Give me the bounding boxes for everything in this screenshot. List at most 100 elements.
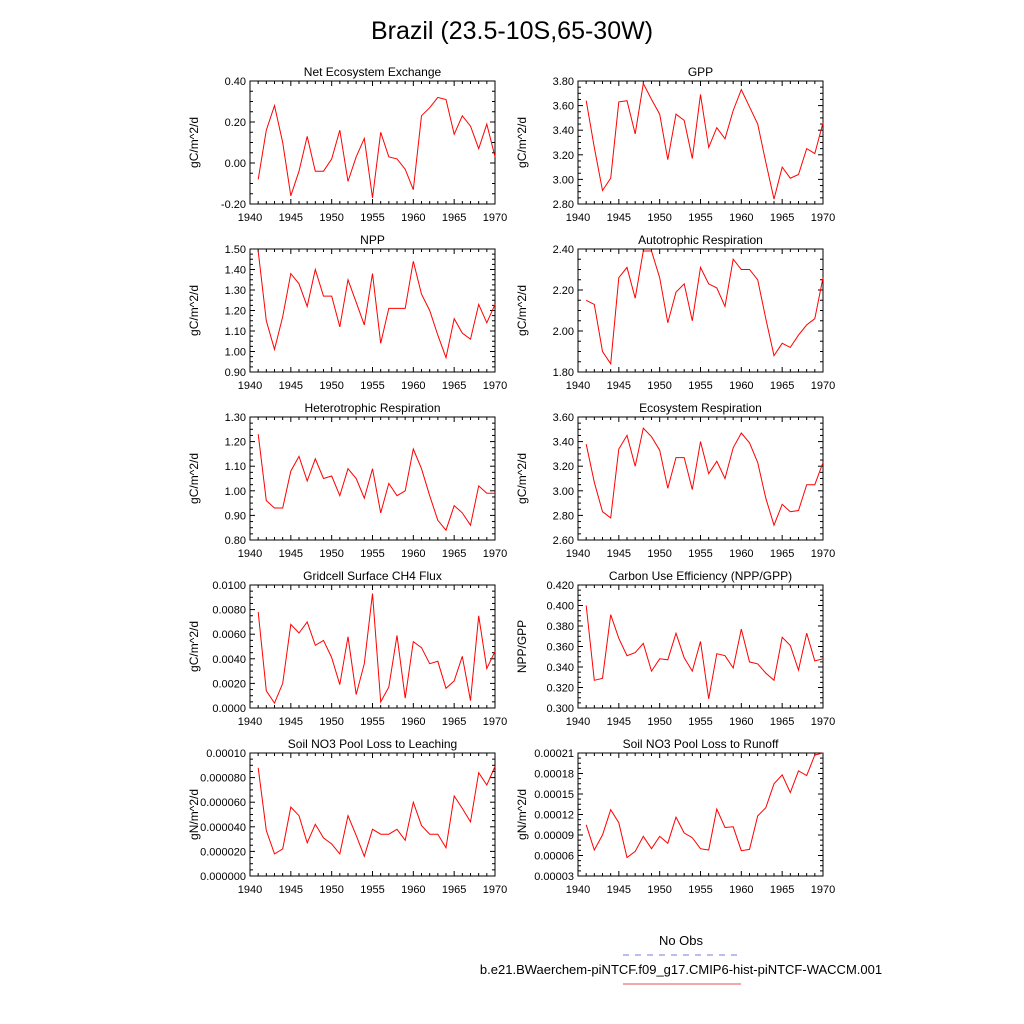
y-tick-label: 3.80 [553, 76, 574, 88]
legend: No Obs b.e21.BWaerchem-piNTCF.f09_g17.CM… [480, 933, 882, 985]
panel-title: GPP [688, 65, 713, 79]
panel-carbon-use-efficiency-npp-gpp: Carbon Use Efficiency (NPP/GPP) NPP/GPP 19… [515, 569, 835, 728]
x-tick-label: 1940 [238, 548, 262, 560]
x-tick-label: 1950 [319, 884, 343, 896]
x-tick-label: 1950 [319, 380, 343, 392]
y-tick-label: 0.0020 [212, 678, 246, 690]
x-tick-label: 1970 [811, 716, 835, 728]
x-tick-label: 1945 [279, 548, 303, 560]
plot-frame [577, 584, 824, 709]
y-tick-label: 0.20 [225, 117, 246, 129]
x-tick-label: 1940 [238, 884, 262, 896]
series-line [257, 96, 496, 198]
y-tick-label: 1.40 [225, 265, 246, 277]
x-tick-label: 1950 [647, 380, 671, 392]
y-tick-label: 0.40 [225, 76, 246, 88]
y-tick-label: 2.40 [553, 244, 574, 256]
y-tick-label: 0.00009 [534, 830, 574, 842]
y-tick-label: 0.340 [546, 662, 574, 674]
series-line [585, 752, 824, 859]
series-line [257, 434, 495, 532]
x-tick-label: 1955 [688, 716, 712, 728]
y-tick-label: 0.380 [546, 621, 574, 633]
x-tick-label: 1950 [319, 212, 343, 224]
panel-soil-no3-pool-loss-to-leaching: Soil NO3 Pool Loss to Leaching gN/m^2/d 19… [187, 737, 507, 896]
x-tick-label: 1970 [483, 380, 507, 392]
x-tick-label: 1960 [401, 212, 425, 224]
y-tick-label: 3.60 [553, 412, 574, 424]
series-line [257, 766, 496, 858]
plot-frame [249, 752, 496, 877]
y-axis-label: gN/m^2/d [187, 789, 201, 840]
panel-heterotrophic-respiration: Heterotrophic Respiration gC/m^2/d 1940 194… [187, 401, 507, 560]
x-tick-label: 1955 [360, 716, 384, 728]
y-tick-label: 0.0040 [212, 654, 246, 666]
y-axis-label: gC/m^2/d [515, 285, 529, 336]
y-tick-label: 0.90 [225, 510, 246, 522]
x-tick-label: 1945 [607, 212, 631, 224]
x-tick-label: 1950 [647, 716, 671, 728]
x-tick-label: 1970 [483, 548, 507, 560]
y-tick-label: 0.400 [546, 601, 574, 613]
y-tick-label: 3.60 [553, 101, 574, 113]
panel-gpp: GPP gC/m^2/d 1940 1945 1950 1955 1960 1965 1970 2… [515, 65, 835, 224]
x-tick-label: 1965 [770, 212, 794, 224]
panel-title: Gridcell Surface CH4 Flux [303, 569, 442, 583]
x-tick-label: 1955 [360, 884, 384, 896]
plot-frame [249, 584, 496, 709]
x-tick-label: 1950 [647, 548, 671, 560]
x-tick-label: 1940 [238, 380, 262, 392]
x-tick-label: 1940 [566, 716, 590, 728]
x-tick-label: 1940 [238, 212, 262, 224]
plot-frame [249, 80, 496, 205]
x-tick-label: 1965 [770, 716, 794, 728]
y-tick-label: 0.000000 [200, 871, 246, 883]
x-tick-label: 1945 [607, 548, 631, 560]
plot-frame [249, 416, 496, 541]
x-tick-label: 1970 [811, 548, 835, 560]
y-tick-label: -0.20 [221, 199, 246, 211]
plot-frame [577, 416, 824, 541]
plot-frame [577, 752, 824, 877]
x-tick-label: 1955 [688, 380, 712, 392]
panel-title: Net Ecosystem Exchange [304, 65, 442, 79]
x-tick-label: 1955 [688, 548, 712, 560]
y-tick-label: 1.50 [225, 244, 246, 256]
y-tick-label: 0.000060 [200, 797, 246, 809]
panel-autotrophic-respiration: Autotrophic Respiration gC/m^2/d 1940 1945 1… [515, 233, 835, 392]
y-tick-label: 1.20 [225, 306, 246, 318]
x-tick-label: 1970 [483, 212, 507, 224]
y-tick-label: 0.90 [225, 367, 246, 379]
y-tick-label: 1.00 [225, 486, 246, 498]
y-tick-label: 3.20 [553, 150, 574, 162]
x-tick-label: 1960 [729, 212, 753, 224]
x-tick-label: 1970 [811, 884, 835, 896]
y-tick-label: 0.0060 [212, 629, 246, 641]
x-tick-label: 1965 [442, 212, 466, 224]
y-axis-label: gC/m^2/d [515, 453, 529, 504]
y-tick-label: 3.00 [553, 486, 574, 498]
y-tick-label: 0.00021 [534, 748, 574, 760]
y-tick-label: 0.360 [546, 642, 574, 654]
x-tick-label: 1940 [566, 380, 590, 392]
x-tick-label: 1940 [566, 548, 590, 560]
y-tick-label: 2.60 [553, 535, 574, 547]
y-tick-label: 0.00010 [206, 748, 246, 760]
x-tick-label: 1950 [319, 716, 343, 728]
plot-frame [249, 248, 496, 373]
panel-title: Heterotrophic Respiration [304, 401, 440, 415]
panel-net-ecosystem-exchange: Net Ecosystem Exchange gC/m^2/d 1940 1945 19… [187, 65, 507, 224]
y-tick-label: 0.00018 [534, 769, 574, 781]
panel-title: Ecosystem Respiration [639, 401, 762, 415]
y-tick-label: 0.0100 [212, 580, 246, 592]
y-tick-label: 3.20 [553, 461, 574, 473]
x-tick-label: 1955 [360, 380, 384, 392]
series-line [257, 251, 496, 360]
x-tick-label: 1945 [279, 716, 303, 728]
y-tick-label: 1.30 [225, 412, 246, 424]
y-tick-label: 1.30 [225, 285, 246, 297]
x-tick-label: 1955 [360, 548, 384, 560]
y-tick-label: 0.0000 [212, 703, 246, 715]
x-tick-label: 1970 [483, 716, 507, 728]
panel-title: Soil NO3 Pool Loss to Leaching [288, 737, 457, 751]
